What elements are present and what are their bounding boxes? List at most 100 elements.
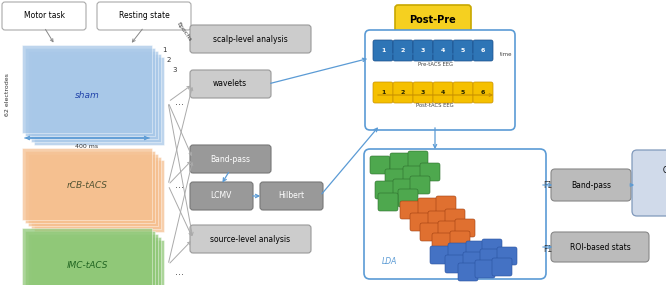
Text: 3: 3 xyxy=(421,90,425,95)
FancyBboxPatch shape xyxy=(433,82,453,103)
Text: 400 ms: 400 ms xyxy=(75,144,99,149)
FancyBboxPatch shape xyxy=(260,182,323,210)
FancyBboxPatch shape xyxy=(398,189,418,207)
Bar xyxy=(22,45,152,133)
FancyBboxPatch shape xyxy=(463,252,483,270)
Text: 1: 1 xyxy=(381,90,385,95)
Bar xyxy=(34,57,164,145)
Bar xyxy=(25,151,155,223)
Text: wavelets: wavelets xyxy=(213,80,247,89)
FancyBboxPatch shape xyxy=(190,182,253,210)
Text: ...: ... xyxy=(175,267,184,277)
Text: 2: 2 xyxy=(167,57,171,63)
FancyBboxPatch shape xyxy=(455,219,475,237)
FancyBboxPatch shape xyxy=(385,169,405,187)
FancyBboxPatch shape xyxy=(410,213,430,231)
Bar xyxy=(25,231,155,285)
FancyBboxPatch shape xyxy=(551,169,631,201)
FancyBboxPatch shape xyxy=(473,82,493,103)
FancyBboxPatch shape xyxy=(408,151,428,169)
FancyBboxPatch shape xyxy=(466,241,486,259)
Text: F1: F1 xyxy=(543,245,552,255)
FancyBboxPatch shape xyxy=(492,258,512,276)
Text: Pre-tACS EEG: Pre-tACS EEG xyxy=(418,62,452,67)
FancyBboxPatch shape xyxy=(436,196,456,214)
FancyBboxPatch shape xyxy=(375,181,395,199)
Bar xyxy=(28,51,158,139)
FancyBboxPatch shape xyxy=(378,193,398,211)
Text: scalp-level analysis: scalp-level analysis xyxy=(212,34,287,44)
FancyBboxPatch shape xyxy=(400,201,420,219)
Text: 5: 5 xyxy=(461,90,465,95)
Text: source-level analysis: source-level analysis xyxy=(210,235,290,243)
FancyBboxPatch shape xyxy=(410,176,430,194)
Text: ROI-based stats: ROI-based stats xyxy=(569,243,631,251)
Bar xyxy=(31,157,161,229)
FancyBboxPatch shape xyxy=(190,145,271,173)
Text: 6: 6 xyxy=(481,90,486,95)
FancyBboxPatch shape xyxy=(2,2,86,30)
Text: ...: ... xyxy=(175,180,184,190)
Text: 4: 4 xyxy=(441,90,445,95)
FancyBboxPatch shape xyxy=(433,40,453,61)
Text: sham: sham xyxy=(75,91,99,99)
FancyBboxPatch shape xyxy=(413,82,433,103)
Bar xyxy=(31,237,161,285)
Bar xyxy=(28,234,158,285)
FancyBboxPatch shape xyxy=(551,232,649,262)
FancyBboxPatch shape xyxy=(190,25,311,53)
Text: 1: 1 xyxy=(381,48,385,53)
Text: LDA: LDA xyxy=(382,258,398,266)
FancyBboxPatch shape xyxy=(395,5,471,35)
FancyBboxPatch shape xyxy=(480,249,500,267)
Bar xyxy=(22,228,152,285)
FancyBboxPatch shape xyxy=(373,40,393,61)
FancyBboxPatch shape xyxy=(482,239,502,257)
FancyBboxPatch shape xyxy=(428,211,448,229)
Text: 6: 6 xyxy=(481,48,486,53)
FancyBboxPatch shape xyxy=(393,82,413,103)
Bar xyxy=(22,148,152,220)
FancyBboxPatch shape xyxy=(418,198,438,216)
Bar xyxy=(31,54,161,142)
FancyBboxPatch shape xyxy=(364,149,546,279)
Bar xyxy=(25,48,155,136)
Text: 3: 3 xyxy=(172,67,176,73)
Text: 62 electrodes: 62 electrodes xyxy=(5,74,11,117)
FancyBboxPatch shape xyxy=(413,40,433,61)
Text: Motor task: Motor task xyxy=(23,11,65,21)
Text: Band-pass: Band-pass xyxy=(210,154,250,164)
Bar xyxy=(34,240,164,285)
Bar xyxy=(34,160,164,232)
Text: Epochs: Epochs xyxy=(175,21,192,42)
FancyBboxPatch shape xyxy=(448,243,468,261)
Text: Resting state: Resting state xyxy=(119,11,169,21)
FancyBboxPatch shape xyxy=(373,82,393,103)
Text: Hilbert: Hilbert xyxy=(278,192,304,201)
FancyBboxPatch shape xyxy=(430,246,450,264)
Text: 3: 3 xyxy=(421,48,425,53)
Bar xyxy=(28,154,158,226)
FancyBboxPatch shape xyxy=(445,209,465,227)
Text: F1: F1 xyxy=(543,180,552,190)
FancyBboxPatch shape xyxy=(475,260,495,278)
FancyBboxPatch shape xyxy=(453,40,473,61)
Text: 1: 1 xyxy=(162,47,166,53)
FancyBboxPatch shape xyxy=(473,40,493,61)
FancyBboxPatch shape xyxy=(450,231,470,249)
FancyBboxPatch shape xyxy=(393,40,413,61)
FancyBboxPatch shape xyxy=(432,233,452,251)
Text: 2: 2 xyxy=(401,48,405,53)
Text: LCMV: LCMV xyxy=(210,192,232,201)
Text: time: time xyxy=(500,52,513,56)
Text: ...: ... xyxy=(175,97,184,107)
FancyBboxPatch shape xyxy=(632,150,666,216)
Text: Post-Pre: Post-Pre xyxy=(410,15,456,25)
FancyBboxPatch shape xyxy=(190,225,311,253)
FancyBboxPatch shape xyxy=(445,255,465,273)
FancyBboxPatch shape xyxy=(453,82,473,103)
Text: Band-pass: Band-pass xyxy=(571,180,611,190)
FancyBboxPatch shape xyxy=(370,156,390,174)
Text: 5: 5 xyxy=(461,48,465,53)
Text: lMC-tACS: lMC-tACS xyxy=(66,260,108,270)
